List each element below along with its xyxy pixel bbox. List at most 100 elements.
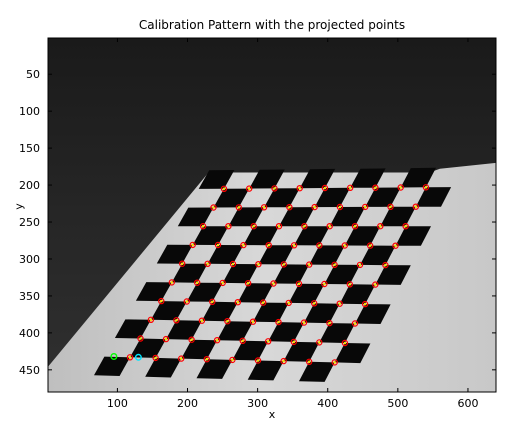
checker-square [324,264,360,285]
checker-square [192,226,229,245]
checker-square [309,245,345,265]
projected-point-marker [241,339,244,343]
projected-point-marker [374,283,377,286]
detected-corner-marker [265,241,272,249]
detected-corner-marker [311,203,318,211]
checker-square [213,188,250,208]
detected-corner-marker [270,280,277,287]
checker-square [355,304,391,324]
projected-point-marker [363,205,367,209]
detected-corner-marker [280,261,287,268]
checker-square [360,245,396,266]
projected-point-marker [338,302,342,306]
detected-corner-marker [300,319,308,326]
projected-point-marker [353,224,357,228]
projected-point-marker [424,186,428,189]
projected-point-marker [201,224,205,228]
detected-corner-marker [265,338,272,345]
detected-corner-marker [260,204,268,211]
axes-frame [47,37,497,393]
checker-square [114,319,151,339]
checker-square [415,187,452,207]
checker-square [217,321,253,341]
projected-point-marker [394,244,397,247]
detected-corner-marker [152,354,159,362]
projected-point-marker [297,282,301,286]
checker-square [150,301,187,321]
detected-corner-marker [377,222,384,230]
projected-point-marker [267,243,271,247]
detected-corner-marker [356,261,364,269]
y-axis-ticks: 50 100 150 200 250 300 350 400 450 [19,68,496,377]
checker-square [222,264,259,284]
projected-point-marker [185,300,189,303]
projected-point-marker [277,320,280,324]
checker-square [186,282,223,302]
checker-square [375,265,411,285]
checker-square [350,168,386,188]
checker-square [365,187,401,207]
checker-square [201,301,238,322]
projected-point-marker [139,337,142,340]
detected-corner-marker [397,184,404,191]
y-tick-label: 200 [19,179,40,192]
origin-cyan-marker [134,353,142,361]
projected-point-marker [323,186,327,190]
checker-square [273,264,310,284]
y-tick-label: 250 [19,216,40,229]
projected-point-marker [348,283,352,286]
projected-point-marker [164,337,168,341]
detected-corner-marker [245,185,253,192]
projected-point-marker [348,186,352,190]
detected-corner-marker [234,299,241,306]
detected-corner-marker [316,339,323,346]
projected-point-marker [338,205,342,209]
checker-square [232,340,269,361]
x-axis-label: x [268,408,276,421]
x-tick-label: 300 [247,397,268,410]
projected-point-marker [237,206,241,209]
detected-corner-marker [213,337,221,344]
projected-point-marker [273,187,276,190]
checker-square [243,226,279,246]
detected-corner-marker [235,204,242,211]
detected-corner-marker [346,281,353,288]
y-tick-label: 300 [19,253,40,266]
detected-corner-marker [316,242,323,249]
projected-point-marker [226,319,229,323]
projected-point-marker [266,340,270,343]
detected-corner-marker [326,222,333,230]
checker-square [380,206,416,227]
detected-corner-marker [336,300,343,307]
projected-point-marker [282,359,285,363]
projected-point-marker [195,281,199,285]
checker-square [253,302,289,323]
detected-corner-marker [341,242,348,249]
detected-corner-marker [275,318,282,326]
checker-square [344,226,381,246]
checker-square [181,339,218,360]
detected-corner-marker [177,355,185,362]
projected-point-marker [288,205,291,209]
checker-square [258,245,295,265]
projected-point-marker [257,262,260,266]
calibration-image [48,38,496,392]
chart-title: Calibration Pattern with the projected p… [138,18,406,32]
projected-point-marker [312,302,316,305]
detected-corner-marker [422,184,430,191]
detected-corner-marker [188,336,195,343]
x-tick-label: 500 [387,397,408,410]
detected-corner-marker [271,185,278,192]
detected-corner-marker [290,338,297,346]
x-tick-label: 400 [317,397,338,410]
x-tick-label: 600 [457,397,478,410]
detected-corner-marker [219,279,226,287]
detected-corner-marker [210,204,217,211]
projected-point-marker [298,186,302,190]
detected-corner-marker [183,298,190,305]
projected-point-marker [358,263,362,267]
checker-square [166,320,202,340]
projected-point-marker [180,262,184,266]
detected-corner-marker [162,335,170,343]
